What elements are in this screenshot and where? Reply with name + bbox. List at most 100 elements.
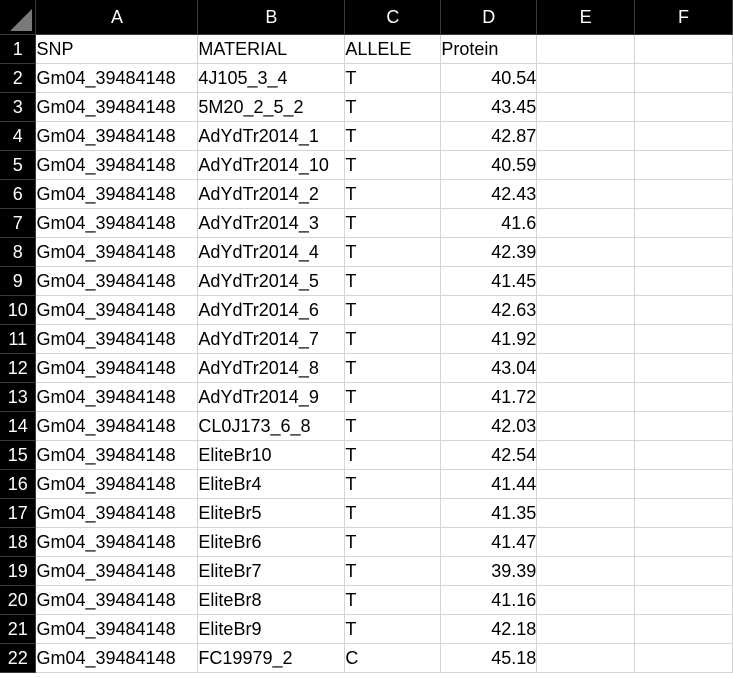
row-header[interactable]: 1 [0,34,37,64]
cell[interactable] [634,179,733,209]
cell[interactable] [536,469,636,499]
cell[interactable] [536,179,636,209]
cell[interactable]: 42.63 [440,295,538,325]
cell[interactable]: T [344,614,442,644]
cell[interactable] [634,266,733,296]
cell[interactable]: AdYdTr2014_3 [197,208,346,238]
cell[interactable] [634,295,733,325]
row-header[interactable]: 6 [0,179,37,209]
cell[interactable]: T [344,150,442,180]
cell[interactable]: T [344,295,442,325]
cell[interactable]: AdYdTr2014_8 [197,353,346,383]
cell[interactable]: 41.45 [440,266,538,296]
column-header-c[interactable]: C [344,0,442,35]
cell[interactable]: AdYdTr2014_10 [197,150,346,180]
cell[interactable] [536,440,636,470]
cell[interactable] [634,614,733,644]
cell[interactable] [634,324,733,354]
cell[interactable] [536,92,636,122]
cell[interactable]: CL0J173_6_8 [197,411,346,441]
cell[interactable] [536,382,636,412]
cell[interactable]: EliteBr9 [197,614,346,644]
cell[interactable]: Gm04_39484148 [35,585,199,615]
cell[interactable]: 41.47 [440,527,538,557]
cell[interactable]: Gm04_39484148 [35,556,199,586]
cell[interactable]: AdYdTr2014_5 [197,266,346,296]
cell[interactable]: 42.54 [440,440,538,470]
row-header[interactable]: 10 [0,295,37,325]
cell[interactable]: C [344,643,442,673]
cell[interactable] [634,527,733,557]
row-header[interactable]: 8 [0,237,37,267]
row-header[interactable]: 21 [0,614,37,644]
cell[interactable]: Gm04_39484148 [35,266,199,296]
cell[interactable]: FC19979_2 [197,643,346,673]
cell[interactable] [536,121,636,151]
cell[interactable] [634,150,733,180]
cell[interactable] [536,34,636,64]
cell[interactable]: T [344,469,442,499]
cell[interactable]: Gm04_39484148 [35,324,199,354]
cell[interactable] [536,527,636,557]
row-header[interactable]: 22 [0,643,37,673]
cell[interactable]: T [344,353,442,383]
cell[interactable]: 40.54 [440,63,538,93]
cell[interactable]: EliteBr6 [197,527,346,557]
cell[interactable]: ALLELE [344,34,442,64]
cell[interactable] [536,353,636,383]
cell[interactable]: EliteBr10 [197,440,346,470]
cell[interactable] [536,585,636,615]
column-header-e[interactable]: E [536,0,636,35]
row-header[interactable]: 18 [0,527,37,557]
cell[interactable]: EliteBr5 [197,498,346,528]
cell[interactable]: Gm04_39484148 [35,150,199,180]
cell[interactable]: 43.45 [440,92,538,122]
row-header[interactable]: 15 [0,440,37,470]
cell[interactable]: 43.04 [440,353,538,383]
row-header[interactable]: 9 [0,266,37,296]
cell[interactable]: 39.39 [440,556,538,586]
cell[interactable]: 42.18 [440,614,538,644]
cell[interactable]: T [344,266,442,296]
row-header[interactable]: 3 [0,92,37,122]
cell[interactable] [634,411,733,441]
cell[interactable]: 42.39 [440,237,538,267]
cell[interactable]: 4J105_3_4 [197,63,346,93]
cell[interactable] [536,295,636,325]
cell[interactable]: T [344,411,442,441]
cell[interactable]: 42.87 [440,121,538,151]
cell[interactable]: MATERIAL [197,34,346,64]
cell[interactable]: Gm04_39484148 [35,179,199,209]
cell[interactable] [634,440,733,470]
cell[interactable]: T [344,179,442,209]
row-header[interactable]: 14 [0,411,37,441]
cell[interactable] [634,353,733,383]
cell[interactable] [536,643,636,673]
cell[interactable]: Gm04_39484148 [35,527,199,557]
cell[interactable]: AdYdTr2014_6 [197,295,346,325]
cell[interactable]: AdYdTr2014_2 [197,179,346,209]
column-header-f[interactable]: F [634,0,733,35]
cell[interactable]: Protein [440,34,538,64]
cell[interactable]: SNP [35,34,199,64]
cell[interactable] [634,92,733,122]
cell[interactable] [536,150,636,180]
cell[interactable]: Gm04_39484148 [35,440,199,470]
cell[interactable]: EliteBr4 [197,469,346,499]
cell[interactable] [634,208,733,238]
cell[interactable] [634,63,733,93]
cell[interactable]: AdYdTr2014_1 [197,121,346,151]
row-header[interactable]: 12 [0,353,37,383]
cell[interactable] [536,614,636,644]
cell[interactable]: Gm04_39484148 [35,92,199,122]
row-header[interactable]: 11 [0,324,37,354]
cell[interactable]: Gm04_39484148 [35,237,199,267]
cell[interactable]: AdYdTr2014_7 [197,324,346,354]
cell[interactable] [536,208,636,238]
row-header[interactable]: 2 [0,63,37,93]
cell[interactable] [536,266,636,296]
row-header[interactable]: 17 [0,498,37,528]
cell[interactable]: T [344,585,442,615]
cell[interactable]: Gm04_39484148 [35,63,199,93]
cell[interactable] [536,498,636,528]
